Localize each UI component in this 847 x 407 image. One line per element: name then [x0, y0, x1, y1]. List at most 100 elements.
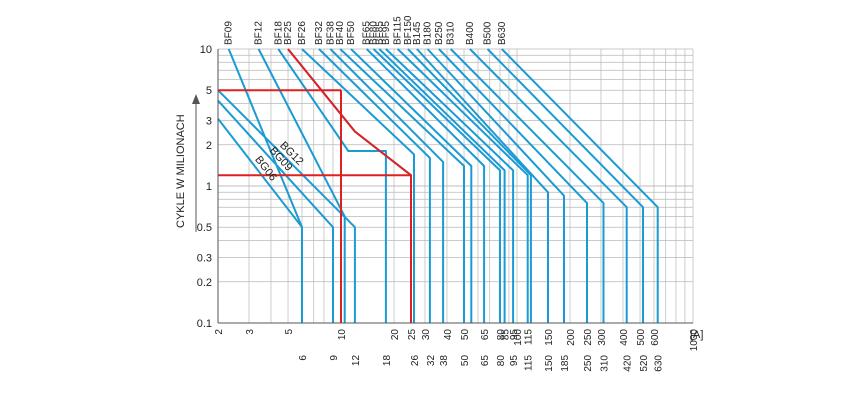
x-tick-label-bottom: 310 [600, 355, 611, 372]
y-axis-title: CYKLE W MILIONACH [175, 114, 187, 228]
series-line-bf40 [339, 48, 465, 323]
x-tick-label-top: 25 [407, 329, 418, 341]
x-tick-label-bottom: 95 [509, 355, 520, 367]
y-axis-arrow-head [192, 94, 200, 104]
x-tick-label-bottom: 12 [351, 355, 362, 367]
y-tick-label: 10 [200, 44, 212, 56]
series-line-bf65 [365, 48, 486, 323]
x-tick-label-bottom: 6 [298, 355, 309, 361]
y-tick-label: 0.5 [197, 222, 212, 234]
series-line-bf26 [301, 48, 415, 323]
y-tick-label: 1 [206, 181, 212, 193]
series-line-bg12 [217, 89, 356, 323]
x-tick-label-bottom: 18 [382, 355, 393, 367]
series-label-bf85: BF85 [374, 21, 385, 45]
series-label-bf25: BF25 [283, 21, 294, 45]
highlight-lines [218, 48, 412, 323]
x-tick-label-bottom: 420 [623, 355, 634, 372]
x-tick-label-top: 400 [619, 329, 630, 346]
series-label-bf150: BF150 [403, 15, 414, 45]
series-label-bf09: BF09 [224, 21, 235, 45]
series-line-bf115 [397, 48, 529, 323]
x-tick-label-top: 200 [566, 329, 577, 346]
series-line-bg09 [217, 99, 334, 323]
x-tick-label-top: 2 [214, 329, 225, 335]
x-tick-label-top: 250 [583, 329, 594, 346]
series-line-bf18 [277, 48, 387, 323]
x-tick-label-bottom: 520 [639, 355, 650, 372]
x-tick-label-top: 40 [443, 329, 454, 341]
x-tick-label-bottom: 115 [524, 355, 535, 371]
series-label-b310: B310 [446, 21, 457, 45]
x-tick-label-bottom: 50 [460, 355, 471, 367]
series-label-bf50: BF50 [346, 21, 357, 45]
series-line-b630 [501, 48, 659, 323]
series-label-bf65: BF65 [362, 21, 373, 45]
series-label-b145: B145 [412, 21, 423, 45]
x-tick-label-top: 100 [513, 329, 524, 346]
x-tick-label-top: 300 [597, 329, 608, 346]
x-tick-label-bottom: 185 [560, 355, 571, 372]
x-tick-label-bottom: 32 [426, 355, 437, 367]
x-tick-label-bottom: 150 [544, 355, 555, 372]
x-tick-label-top: 115 [524, 329, 535, 345]
series-line-bf32 [318, 48, 431, 323]
x-tick-label-bottom: 250 [583, 355, 594, 372]
series-line-bf150 [407, 48, 532, 323]
x-tick-label-bottom: 630 [654, 355, 665, 372]
x-tick-label-top: 85 [501, 329, 512, 341]
series-label-bf26: BF26 [297, 21, 308, 45]
x-tick-label-top: 95 [509, 329, 520, 341]
x-tick-label-top: 500 [636, 329, 647, 346]
x-tick-label-top: 5 [284, 329, 295, 335]
series-line-bf85 [378, 48, 506, 323]
y-tick-label: 0.1 [197, 318, 212, 330]
series-line-bg06 [217, 118, 303, 323]
y-tick-label: 2 [206, 140, 212, 152]
series-label-bf12: BF12 [254, 21, 265, 45]
x-tick-label-bottom: 38 [439, 355, 450, 367]
series-line-bf95 [385, 48, 515, 323]
x-tick-label-top: 600 [650, 329, 661, 346]
series-label-bf95: BF95 [381, 21, 392, 45]
series-line-bf50 [350, 48, 473, 323]
series-label-bf115: BF115 [393, 16, 404, 45]
y-tick-label: 0.2 [197, 277, 212, 289]
series-label-bf80: BF80 [369, 21, 380, 45]
highlight-series-bf25 [287, 48, 412, 323]
x-axis-unit: [A] [690, 329, 703, 341]
x-tick-label-bottom: 26 [410, 355, 421, 367]
x-tick-label-bottom: 9 [329, 355, 340, 361]
series-label-bf18: BF18 [273, 21, 284, 45]
y-tick-label: 5 [206, 85, 212, 97]
x-tick-label-top: 50 [460, 329, 471, 341]
x-tick-label-top: 65 [480, 329, 491, 341]
series-line-bf38 [329, 48, 445, 323]
y-tick-label: 3 [206, 116, 212, 128]
series-line-b500 [486, 48, 644, 323]
x-tick-label-top: 3 [245, 329, 256, 335]
x-tick-label-top: 20 [390, 329, 401, 341]
x-tick-label-top: 150 [544, 329, 555, 346]
series-label-b630: B630 [497, 21, 508, 45]
series-label-b180: B180 [423, 21, 434, 45]
x-tick-label-top: 30 [421, 329, 432, 341]
series-label-bf40: BF40 [335, 21, 346, 45]
x-tick-label-top: 80 [496, 329, 507, 341]
series-label-b400: B400 [465, 21, 476, 45]
series-line-b145 [416, 48, 549, 323]
x-tick-label-top: 10 [337, 329, 348, 341]
series-line-b250 [438, 48, 588, 323]
series-line-b310 [449, 48, 605, 323]
series-label-bf32: BF32 [314, 21, 325, 45]
series-line-b400 [469, 48, 628, 323]
series-label-bf38: BF38 [325, 21, 336, 45]
series-label-b250: B250 [434, 21, 445, 45]
series-line-b180 [426, 48, 565, 323]
series-label-b500: B500 [483, 21, 494, 45]
x-tick-label-top: 1000 [689, 329, 700, 352]
